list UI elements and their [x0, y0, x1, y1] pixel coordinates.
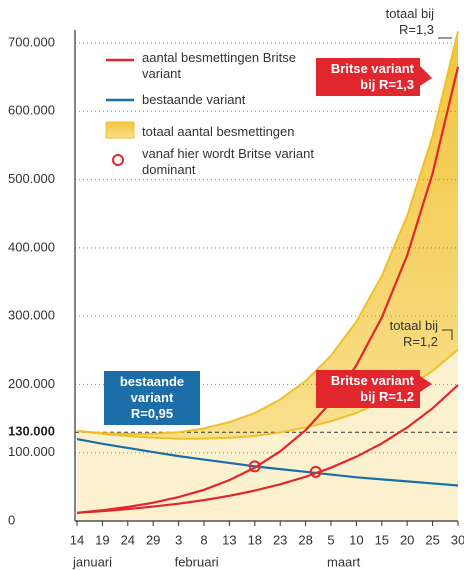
- x-tick-label: 8: [200, 532, 207, 547]
- x-tick-label: 29: [146, 532, 160, 547]
- x-tick-label: 20: [400, 532, 414, 547]
- y-tick-label: 400.000: [8, 239, 55, 254]
- series-line: [76, 384, 459, 514]
- x-tick-label: 25: [425, 532, 439, 547]
- legend-swatch: [105, 121, 135, 139]
- x-tick-label: 18: [248, 532, 262, 547]
- y-tick-label: 700.000: [8, 34, 55, 49]
- y-tick-label: 300.000: [8, 308, 55, 323]
- month-label: januari: [72, 554, 112, 569]
- dominance-point: [248, 460, 261, 473]
- legend-label: aantal besmettingen Britse variant: [142, 50, 296, 81]
- dominance-point: [309, 465, 322, 478]
- legend-swatch: [112, 154, 124, 166]
- x-tick-label: 3: [175, 532, 182, 547]
- month-label: februari: [175, 554, 219, 569]
- y-tick-label: 100.000: [8, 444, 55, 459]
- series-line: [76, 31, 459, 435]
- month-label: maart: [327, 554, 361, 569]
- y-tick-label: 500.000: [8, 171, 55, 186]
- callout-pointer: [420, 376, 432, 392]
- y-tick-label: 600.000: [8, 103, 55, 118]
- label-leader: [442, 329, 453, 340]
- x-tick-label: 15: [375, 532, 389, 547]
- callout-britse-13: Britse variant bij R=1,3: [316, 58, 420, 96]
- area-total-high: [77, 31, 458, 439]
- x-tick-label: 24: [121, 532, 135, 547]
- x-tick-label: 5: [327, 532, 334, 547]
- callout-bestaande: bestaande variant R=0,95: [104, 371, 200, 425]
- x-tick-label: 13: [222, 532, 236, 547]
- legend-label: bestaande variant: [142, 92, 246, 107]
- y-tick-label: 0: [8, 512, 15, 527]
- x-tick-label: 23: [273, 532, 287, 547]
- x-tick-label: 19: [95, 532, 109, 547]
- x-tick-label: 10: [349, 532, 363, 547]
- callout-pointer: [420, 66, 432, 86]
- legend-label: totaal aantal besmettingen: [142, 124, 295, 139]
- series-line: [76, 66, 460, 514]
- label-total-13: totaal bij R=1,3: [385, 6, 434, 37]
- y-tick-label: 200.000: [8, 376, 55, 391]
- reference-label: 130.000: [8, 424, 55, 439]
- x-tick-label: 14: [70, 532, 84, 547]
- x-tick-label: 28: [298, 532, 312, 547]
- x-tick-label: 30: [451, 532, 464, 547]
- series-line: [76, 437, 459, 487]
- legend-label: vanaf hier wordt Britse variant dominant: [142, 146, 314, 177]
- label-total-12: totaal bij R=1,2: [389, 318, 438, 349]
- callout-britse-12: Britse variant bij R=1,2: [316, 370, 420, 408]
